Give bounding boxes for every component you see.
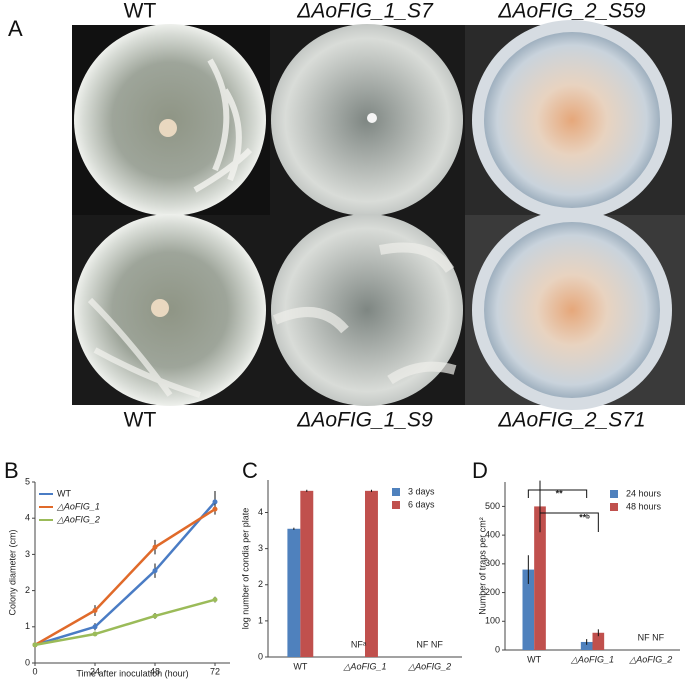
y-tick-label: 4	[25, 513, 30, 523]
photo-label: ΔAoFIG_2_S71	[497, 409, 645, 432]
y-tick-label: 1	[258, 615, 263, 625]
x-tick-label: △AoFIG_2	[628, 654, 672, 664]
panel-label: B	[4, 458, 19, 483]
y-tick-label: 0	[258, 651, 263, 661]
y-tick-label: 100	[485, 616, 500, 626]
bar	[365, 490, 378, 657]
annotation: NFᵃ	[351, 639, 367, 649]
y-tick-label: 3	[258, 543, 263, 553]
bar	[592, 632, 605, 650]
panel-label: A	[8, 16, 23, 41]
bar	[287, 528, 301, 657]
x-axis-label: Time after inoculation (hour)	[76, 668, 188, 678]
annotation: **	[556, 488, 564, 498]
point	[152, 613, 158, 619]
point	[212, 499, 218, 505]
y-tick-label: 4	[258, 507, 263, 517]
photo-panel	[72, 20, 685, 410]
bracket	[527, 489, 588, 498]
legend-swatch	[610, 503, 618, 511]
photo-label: ΔAoFIG_1_S7	[296, 0, 434, 23]
x-tick-label: △AoFIG_2	[407, 661, 451, 671]
y-tick-label: 0	[25, 657, 30, 667]
annotation: NF NF	[638, 632, 665, 642]
y-tick-label: 0	[495, 644, 500, 654]
y-tick-label: 2	[25, 585, 30, 595]
legend-label: 48 hours	[626, 501, 662, 511]
series-line	[34, 508, 216, 646]
x-tick-label: △AoFIG_1	[343, 661, 387, 671]
y-tick-label: 3	[25, 549, 30, 559]
legend-label: WT	[57, 488, 71, 498]
series-line	[34, 598, 216, 647]
point	[92, 608, 98, 614]
y-tick-label: 200	[485, 587, 500, 597]
x-tick-label: 24	[90, 666, 100, 676]
bar	[534, 506, 546, 650]
bar	[300, 490, 314, 657]
x-tick-label: 48	[150, 666, 160, 676]
photo-label: ΔAoFIG_1_S9	[296, 409, 433, 432]
point	[212, 506, 218, 512]
x-tick-label: WT	[527, 654, 541, 664]
bar	[522, 569, 535, 650]
point	[212, 597, 218, 603]
legend-swatch	[392, 501, 400, 509]
y-tick-label: 1	[25, 621, 30, 631]
annotation: **ᵇ	[579, 512, 590, 522]
y-axis-label: Colony diameter (cm)	[7, 529, 17, 615]
annotation: NF NF	[416, 639, 443, 649]
x-tick-label: 72	[210, 666, 220, 676]
legend-label: 6 days	[408, 499, 435, 509]
y-axis-label: log number of condia per plate	[240, 508, 250, 630]
panel-label: D	[472, 458, 488, 483]
legend-swatch	[392, 488, 400, 496]
point	[152, 544, 158, 550]
x-tick-label: WT	[293, 661, 307, 671]
panel-label: C	[242, 458, 258, 483]
y-tick-label: 500	[485, 501, 500, 511]
legend-label: 3 days	[408, 486, 435, 496]
point	[92, 631, 98, 637]
legend-swatch	[610, 490, 618, 498]
legend-label: △AoFIG_1	[56, 501, 100, 511]
bracket	[539, 512, 599, 532]
legend-label: △AoFIG_2	[56, 514, 100, 524]
y-tick-label: 400	[485, 530, 500, 540]
point	[32, 642, 38, 648]
photo-label: ΔAoFIG_2_S59	[497, 0, 645, 23]
x-tick-label: 0	[32, 666, 37, 676]
y-tick-label: 5	[25, 476, 30, 486]
bar	[580, 641, 593, 650]
point	[92, 624, 98, 630]
y-axis-label: Number of traps per cm²	[477, 517, 487, 615]
series-line	[34, 501, 216, 647]
x-tick-label: △AoFIG_1	[570, 654, 614, 664]
y-tick-label: 300	[485, 558, 500, 568]
point	[152, 568, 158, 574]
photo-label: WT	[124, 409, 157, 432]
y-tick-label: 2	[258, 579, 263, 589]
photo-label: WT	[124, 0, 157, 23]
legend-label: 24 hours	[626, 488, 662, 498]
